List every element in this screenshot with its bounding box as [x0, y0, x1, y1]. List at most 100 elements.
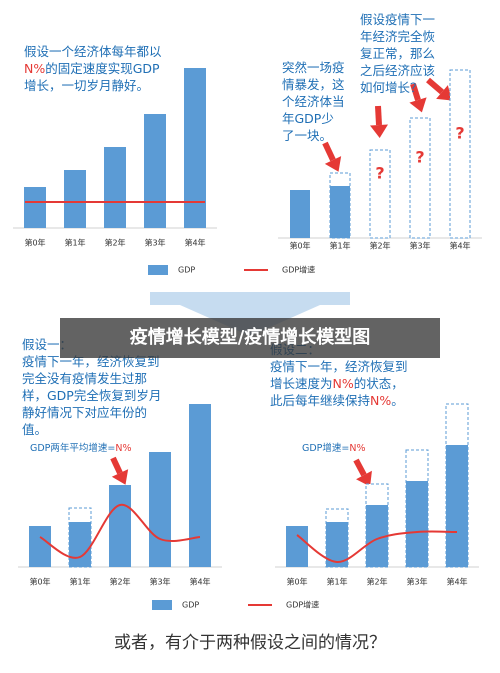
bar [286, 526, 308, 567]
x-tick-label: 第0年 [286, 577, 307, 587]
bar [406, 481, 428, 567]
legend-label: GDP增速 [282, 265, 315, 275]
down-arrow [150, 292, 350, 336]
annotation-line: N%的固定速度实现GDP [24, 61, 160, 76]
annotation-segment: GDP两年平均增速= [30, 442, 115, 454]
x-tick-label: 第2年 [109, 577, 130, 587]
bar [24, 187, 46, 228]
annotation-line: 此后每年继续保持N%。 [270, 393, 404, 408]
red-arrow-head [370, 124, 388, 138]
banner-bg [60, 318, 440, 358]
annotation-line: 增长，一切岁月静好。 [24, 78, 149, 93]
annotation-line: 样，GDP完全恢复到岁月 [22, 388, 161, 403]
x-tick-label: 第2年 [104, 238, 125, 248]
annotation-line: 静好情况下对应年份的 [22, 405, 147, 420]
x-tick-label: 第0年 [29, 577, 50, 587]
x-tick-label: 第0年 [24, 238, 45, 248]
annotation-segment: 了一块。 [282, 128, 332, 143]
red-arrow-head [356, 470, 372, 487]
x-tick-label: 第1年 [64, 238, 85, 248]
annotation-segment: 突然一场疫 [282, 60, 345, 75]
annotation-segment: 假设一个经济体每年都以 [24, 44, 162, 59]
x-tick-label: 第1年 [329, 241, 350, 251]
annotation-segment: N% [333, 376, 354, 391]
red-arrow-shaft [410, 83, 421, 101]
legend-label: GDP [178, 266, 195, 275]
x-tick-label: 第1年 [326, 577, 347, 587]
annotation-line: 假设疫情下一 [360, 12, 435, 27]
annotation-line: GDP增速=N% [302, 442, 366, 454]
bar [29, 526, 51, 567]
dashed-bar [369, 149, 391, 239]
x-tick-label: 第3年 [149, 577, 170, 587]
legend-label: GDP增速 [286, 600, 319, 610]
annotation-line: 年GDP少 [282, 111, 334, 126]
question-mark: ? [375, 164, 384, 183]
footer-question: 或者，有介于两种假设之间的情况？ [114, 633, 386, 653]
annotation-segment: 如何增长？ [360, 80, 423, 95]
annotation-segment: 完全没有疫情发生过那 [22, 371, 147, 386]
annotation-segment: N% [24, 61, 45, 76]
x-tick-label: 第2年 [369, 241, 390, 251]
x-tick-label: 第3年 [144, 238, 165, 248]
annotation-segment: GDP增速= [302, 442, 349, 454]
bar [64, 170, 86, 228]
red-arrow-shaft [322, 141, 336, 162]
red-arrow-shaft [110, 456, 123, 475]
annotation-line: 完全没有疫情发生过那 [22, 371, 147, 386]
annotation-segment: 复正常，那么 [360, 46, 435, 61]
bar [104, 147, 126, 228]
dashed-bar [409, 117, 431, 239]
annotation-line: 如何增长？ [360, 80, 423, 95]
x-tick-label: 第1年 [69, 577, 90, 587]
legend-swatch [148, 265, 168, 275]
annotation-segment: 年经济完全恢 [360, 29, 435, 44]
annotation-segment: 值。 [22, 422, 47, 437]
annotation-line: 突然一场疫 [282, 60, 345, 75]
annotation-segment: N% [370, 393, 391, 408]
red-arrow-shaft [375, 105, 382, 126]
red-arrow-shaft [353, 458, 367, 477]
bar [184, 68, 206, 228]
x-tick-label: 第4年 [449, 241, 470, 251]
annotation-segment: 个经济体当 [282, 94, 345, 109]
red-arrow-head [436, 85, 452, 101]
annotation-segment: 之后经济应该 [360, 63, 435, 78]
bar [144, 114, 166, 228]
annotation-segment: 此后每年继续保持 [270, 393, 370, 408]
x-tick-label: 第4年 [446, 577, 467, 587]
annotation-segment: N% [349, 443, 365, 454]
growth-line [39, 503, 201, 559]
annotation-segment: 静好情况下对应年份的 [22, 405, 147, 420]
x-tick-label: 第3年 [406, 577, 427, 587]
annotation-line: 了一块。 [282, 128, 332, 143]
annotation-line: 值。 [22, 422, 47, 437]
annotation-segment: 增长速度为 [270, 376, 333, 391]
dashed-bar [449, 69, 471, 239]
annotation-line: 情暴发，这 [282, 77, 345, 92]
annotation-line: 假设一个经济体每年都以 [24, 44, 162, 59]
x-tick-label: 第0年 [289, 241, 310, 251]
annotation-line: GDP两年平均增速=N% [30, 442, 132, 454]
annotation-segment: 假设疫情下一 [360, 12, 435, 27]
question-mark: ? [415, 148, 424, 167]
annotation-segment: N% [115, 443, 131, 454]
red-arrow-head [324, 156, 342, 172]
annotation-segment: 样，GDP完全恢复到岁月 [22, 388, 161, 403]
bar [366, 505, 388, 567]
annotation-line: 年经济完全恢 [360, 29, 435, 44]
legend-label: GDP [182, 601, 199, 610]
question-mark: ? [455, 124, 464, 143]
annotation-segment: 年GDP少 [282, 111, 334, 126]
bar [109, 485, 131, 567]
bar [189, 404, 211, 567]
annotation-segment: 疫情下一年，经济恢复到 [270, 359, 408, 374]
bar [446, 445, 468, 567]
bar [330, 186, 350, 238]
red-arrow-head [111, 469, 129, 485]
bar [69, 522, 91, 567]
x-tick-label: 第2年 [366, 577, 387, 587]
x-tick-label: 第3年 [409, 241, 430, 251]
annotation-segment: 。 [391, 393, 404, 408]
